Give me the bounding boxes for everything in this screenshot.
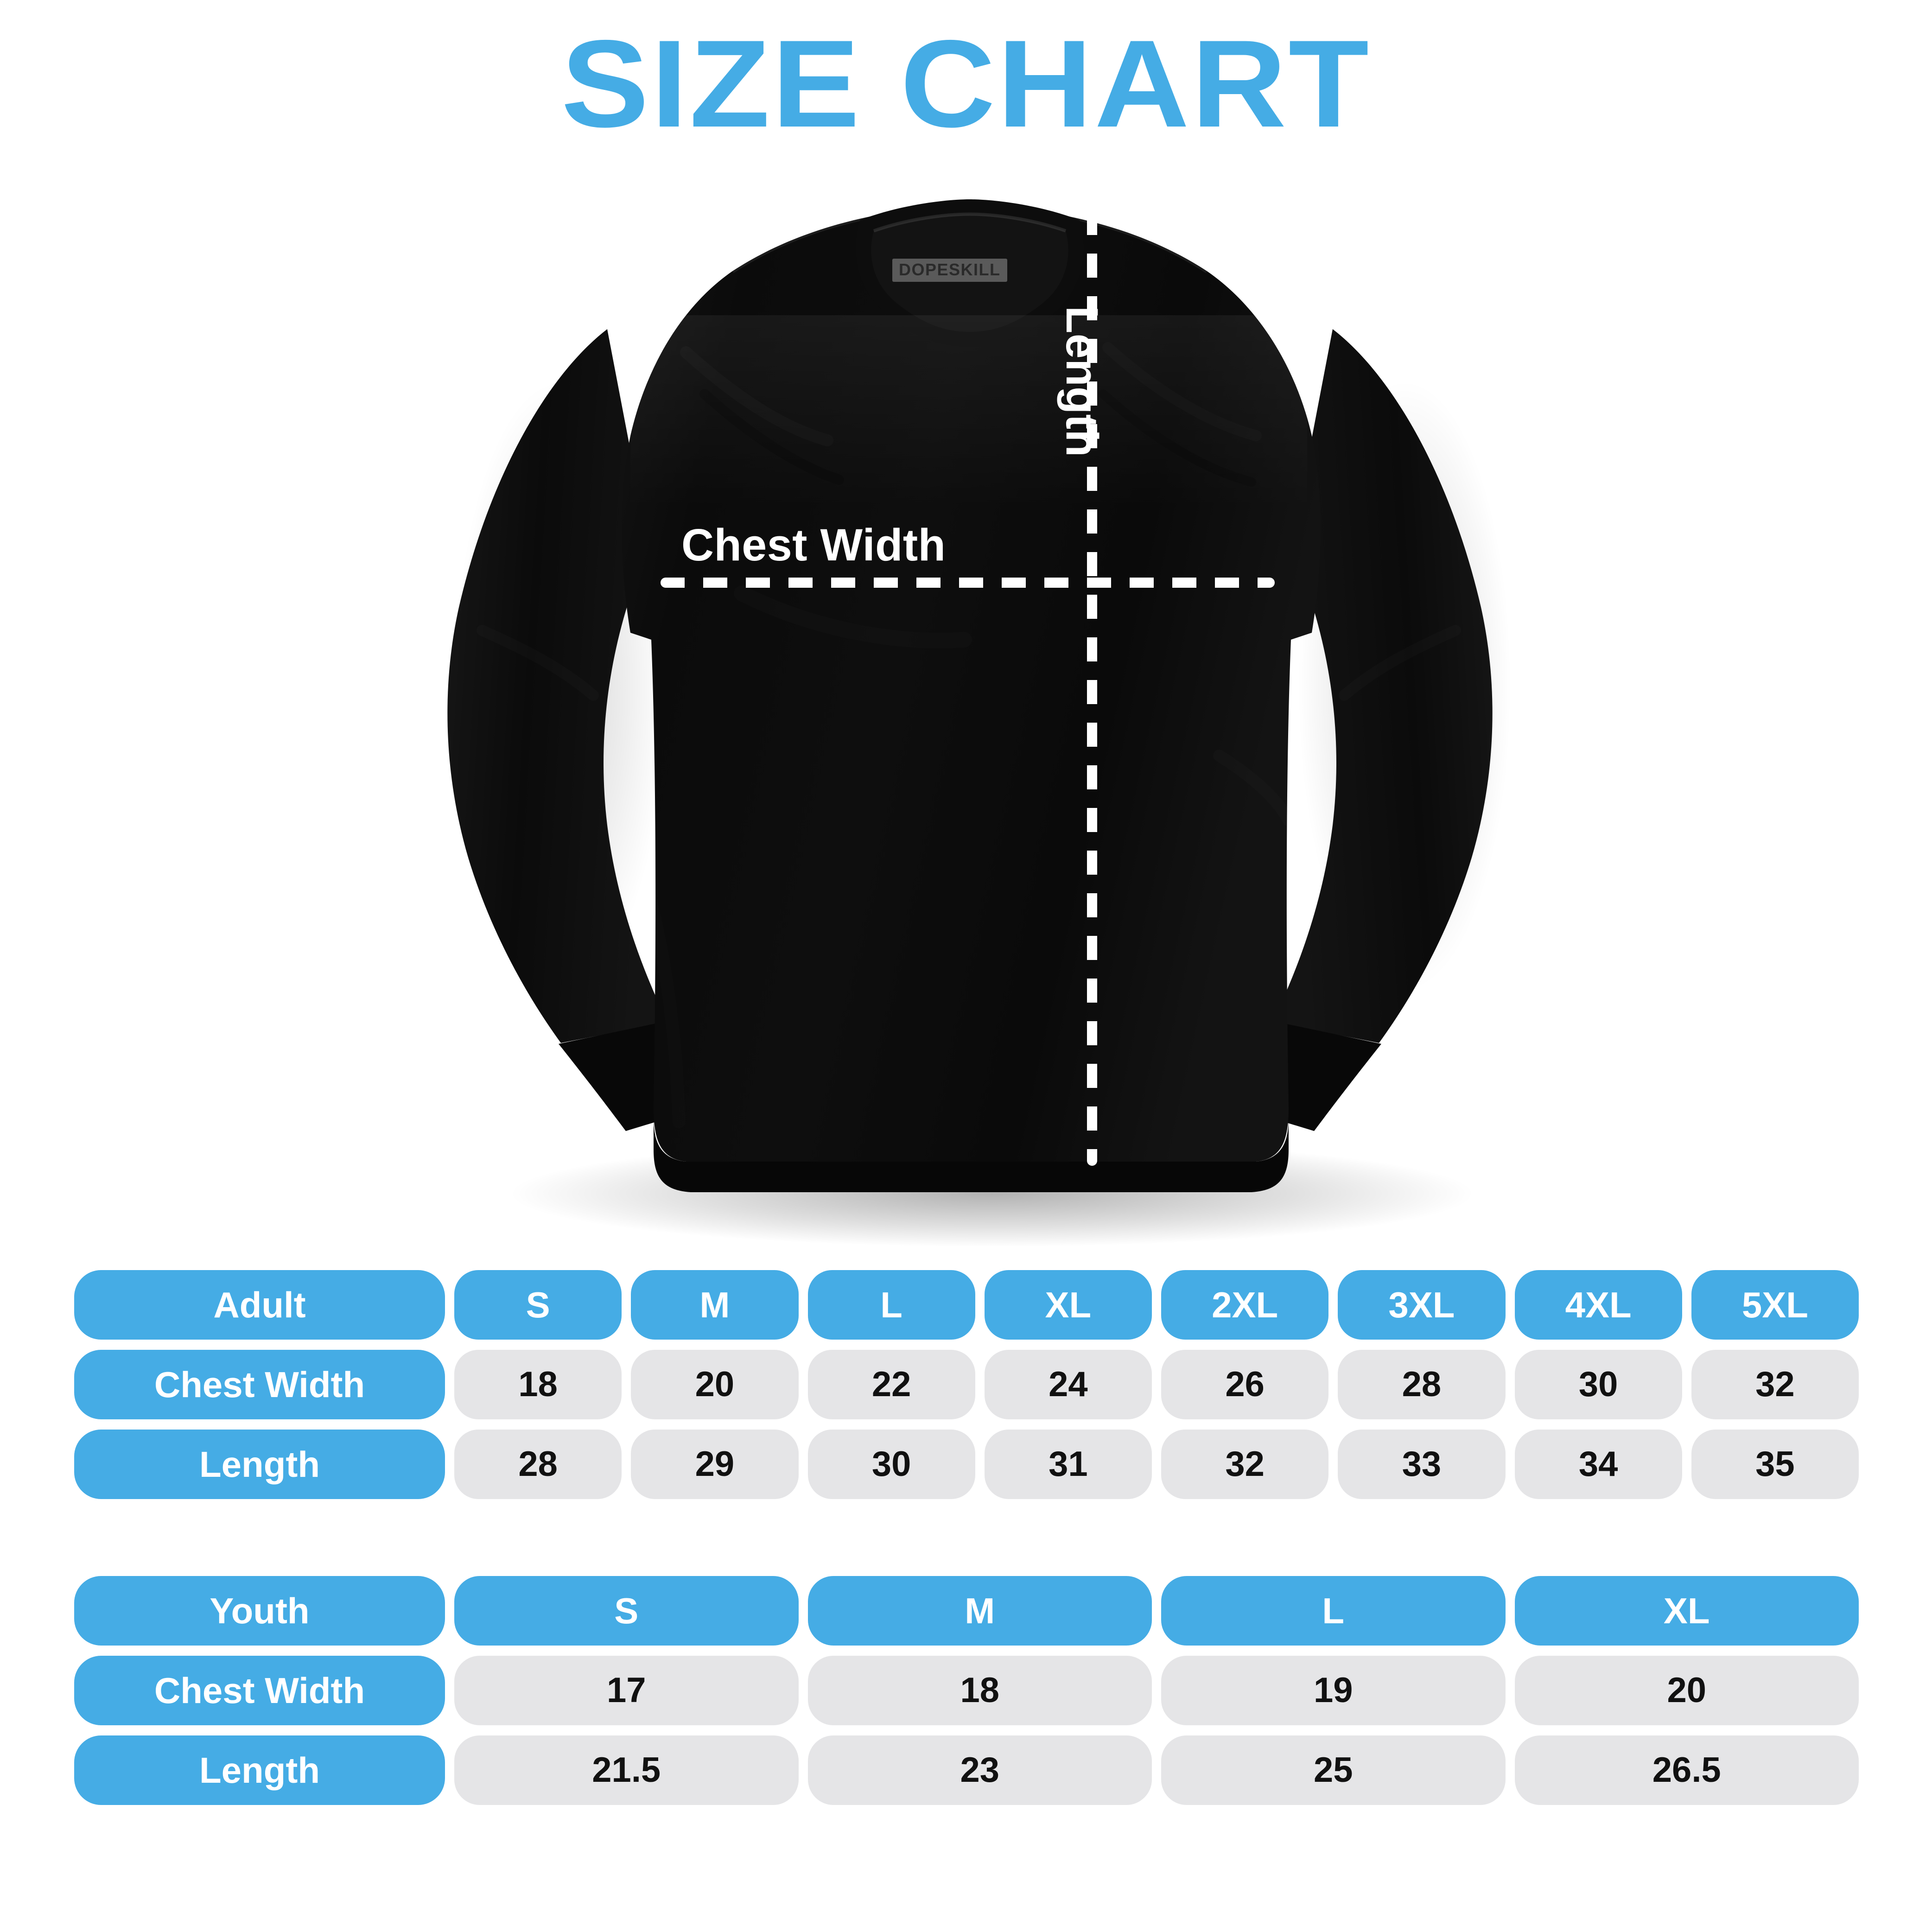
youth-header-row: Youth S M L XL xyxy=(74,1576,1859,1646)
adult-chest-5xl: 32 xyxy=(1691,1350,1859,1419)
youth-length-row-header: Length xyxy=(74,1735,445,1805)
adult-row-header: Adult xyxy=(74,1270,445,1340)
youth-size-table: Youth S M L XL Chest Width 17 18 19 20 L… xyxy=(74,1576,1859,1805)
youth-length-xl: 26.5 xyxy=(1514,1735,1859,1805)
adult-chest-row: Chest Width 18 20 22 24 26 28 30 32 xyxy=(74,1350,1859,1419)
adult-length-l: 30 xyxy=(807,1430,975,1499)
page-title: SIZE CHART xyxy=(561,14,1371,153)
youth-length-row: Length 21.5 23 25 26.5 xyxy=(74,1735,1859,1805)
youth-length-m: 23 xyxy=(807,1735,1152,1805)
adult-chest-l: 22 xyxy=(807,1350,975,1419)
adult-length-5xl: 35 xyxy=(1691,1430,1859,1499)
adult-chest-m: 20 xyxy=(631,1350,799,1419)
youth-chest-m: 18 xyxy=(807,1656,1152,1725)
adult-length-2xl: 32 xyxy=(1161,1430,1329,1499)
youth-row-header: Youth xyxy=(74,1576,445,1646)
adult-chest-2xl: 26 xyxy=(1161,1350,1329,1419)
adult-size-m[interactable]: M xyxy=(631,1270,799,1340)
adult-length-s: 28 xyxy=(454,1430,622,1499)
adult-chest-xl: 24 xyxy=(984,1350,1152,1419)
adult-size-xl[interactable]: XL xyxy=(984,1270,1152,1340)
adult-length-3xl: 33 xyxy=(1338,1430,1506,1499)
adult-chest-s: 18 xyxy=(454,1350,622,1419)
youth-size-l[interactable]: L xyxy=(1161,1576,1506,1646)
youth-size-xl[interactable]: XL xyxy=(1514,1576,1859,1646)
adult-length-row: Length 28 29 30 31 32 33 34 35 xyxy=(74,1430,1859,1499)
right-sleeve xyxy=(1272,329,1493,1043)
adult-chest-row-header: Chest Width xyxy=(74,1350,445,1419)
tshirt-illustration xyxy=(408,176,1530,1261)
adult-length-4xl: 34 xyxy=(1514,1430,1682,1499)
adult-size-3xl[interactable]: 3XL xyxy=(1338,1270,1506,1340)
adult-length-m: 29 xyxy=(631,1430,799,1499)
adult-chest-3xl: 28 xyxy=(1338,1350,1506,1419)
youth-chest-s: 17 xyxy=(454,1656,799,1725)
youth-length-l: 25 xyxy=(1161,1735,1506,1805)
adult-size-table: Adult S M L XL 2XL 3XL 4XL 5XL Chest Wid… xyxy=(74,1270,1859,1499)
adult-size-4xl[interactable]: 4XL xyxy=(1514,1270,1682,1340)
neck-tag-label: DOPESKILL xyxy=(892,259,1007,282)
adult-chest-4xl: 30 xyxy=(1514,1350,1682,1419)
youth-chest-xl: 20 xyxy=(1514,1656,1859,1725)
youth-length-s: 21.5 xyxy=(454,1735,799,1805)
adult-length-xl: 31 xyxy=(984,1430,1152,1499)
shirt-hem xyxy=(654,1117,1289,1192)
adult-size-s[interactable]: S xyxy=(454,1270,622,1340)
youth-chest-row: Chest Width 17 18 19 20 xyxy=(74,1656,1859,1725)
left-sleeve xyxy=(447,329,667,1043)
youth-chest-row-header: Chest Width xyxy=(74,1656,445,1725)
adult-size-l[interactable]: L xyxy=(807,1270,975,1340)
adult-length-row-header: Length xyxy=(74,1430,445,1499)
youth-size-s[interactable]: S xyxy=(454,1576,799,1646)
adult-size-2xl[interactable]: 2XL xyxy=(1161,1270,1329,1340)
youth-size-m[interactable]: M xyxy=(807,1576,1152,1646)
youth-chest-l: 19 xyxy=(1161,1656,1506,1725)
adult-size-5xl[interactable]: 5XL xyxy=(1691,1270,1859,1340)
adult-header-row: Adult S M L XL 2XL 3XL 4XL 5XL xyxy=(74,1270,1859,1340)
